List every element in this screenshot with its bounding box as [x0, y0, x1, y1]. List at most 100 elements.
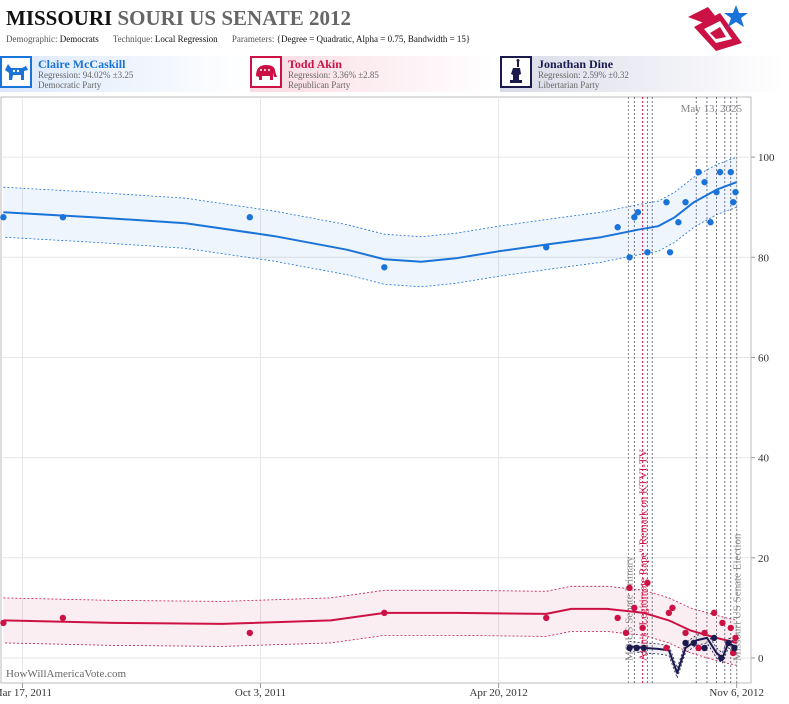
y-tick-label: 80: [758, 252, 770, 264]
band-lower-bound: [3, 631, 737, 666]
poll-point: [701, 629, 708, 637]
poll-point: [626, 254, 633, 261]
candidate-name: Claire McCaskill: [38, 57, 126, 71]
y-tick-label: 0: [758, 653, 764, 665]
site-logo-icon: [688, 5, 748, 51]
poll-point: [727, 624, 734, 632]
header: MISSOURI SOURI US SENATE 2012 Demographi…: [0, 0, 789, 56]
y-tick-label: 60: [758, 352, 770, 364]
parameters-value: {Degree = Quadratic, Alpha = 0.75, Bandw…: [276, 34, 471, 44]
band-lower-bound: [629, 642, 737, 680]
candidate-card-mccaskill: Claire McCaskill Regression: 94.02% ±3.2…: [0, 56, 244, 92]
poll-point: [719, 619, 726, 627]
candidate-card-akin: Todd Akin Regression: 3.36% ±2.85 Republ…: [250, 56, 494, 92]
trend-line: [3, 607, 737, 644]
poll-point: [644, 249, 651, 256]
poll-point: [626, 584, 633, 592]
poll-point: [663, 644, 670, 652]
poll-point: [631, 214, 638, 221]
poll-point: [682, 629, 689, 637]
x-axis-ticks: Mar 17, 2011 Oct 3, 2011 Apr 20, 2012 Nov 6…: [0, 683, 764, 699]
candidate-name: Todd Akin: [288, 57, 342, 71]
poll-point: [690, 639, 698, 647]
x-tick-label: Mar 17, 2011: [0, 687, 52, 699]
poll-point: [543, 244, 550, 251]
title-race: SOURI US SENATE 2012: [117, 6, 352, 30]
poll-point: [727, 168, 734, 176]
candidate-regression: Regression: 94.02% ±3.25: [38, 70, 134, 80]
poll-point: [59, 614, 67, 622]
poll-point: [644, 579, 651, 587]
poll-point: [666, 249, 674, 256]
liberty-statue-icon: [500, 56, 532, 88]
poll-point: [710, 609, 718, 617]
poll-point: [675, 219, 682, 226]
poll-point: [669, 604, 676, 612]
poll-point: [663, 198, 670, 206]
poll-point: [0, 214, 7, 221]
band-lower-bound: [3, 206, 737, 288]
trend-lines: [3, 181, 738, 674]
demographic-value: Democrats: [59, 34, 99, 44]
poll-point: [710, 634, 718, 642]
poll-point: [246, 214, 254, 221]
donkey-icon: [0, 56, 32, 88]
parameters-label: Parameters:: [231, 34, 275, 44]
poll-points: [0, 168, 739, 662]
demographic-label: Demographic:: [6, 34, 58, 44]
poll-point: [731, 644, 738, 652]
poll-point: [701, 644, 708, 652]
x-tick-label: Nov 6, 2012: [709, 687, 764, 699]
annotation-label: Missouri US Senate Election: [732, 533, 744, 661]
polling-chart: MO US Senate Primary Akin's "Legitimate R…: [0, 96, 775, 699]
poll-point: [640, 644, 648, 652]
poll-point: [614, 224, 621, 231]
poll-point: [631, 604, 638, 612]
poll-point: [716, 168, 724, 176]
technique-label: Technique:: [112, 34, 153, 44]
y-tick-label: 40: [758, 453, 770, 465]
poll-point: [718, 654, 725, 662]
poll-point: [543, 614, 550, 622]
trend-line: [3, 181, 738, 263]
candidate-regression: Regression: 3.36% ±2.85: [288, 70, 379, 80]
title-state: MISSOURI: [6, 6, 113, 30]
poll-point: [381, 264, 388, 271]
poll-point: [707, 219, 714, 226]
band-upper-bound: [629, 632, 737, 670]
elephant-icon: [250, 56, 282, 88]
candidate-party: Republican Party: [288, 80, 351, 90]
y-tick-label: 100: [758, 152, 775, 164]
poll-point: [639, 624, 646, 632]
confidence-band: [3, 157, 737, 287]
y-axis-ticks: 0 20 40 60 80 100: [751, 152, 775, 665]
poll-point: [713, 188, 720, 196]
y-tick-label: 20: [758, 553, 770, 565]
poll-point: [665, 609, 673, 617]
poll-point: [633, 644, 640, 652]
candidate-regression: Regression: 2.59% ±0.32: [538, 70, 629, 80]
poll-point: [626, 644, 633, 652]
band-upper-bound: [3, 156, 737, 238]
poll-point: [732, 188, 739, 196]
poll-point: [634, 208, 642, 216]
poll-point: [729, 198, 737, 206]
poll-point: [682, 639, 689, 647]
poll-point: [695, 644, 702, 652]
poll-point: [732, 634, 739, 642]
poll-point: [622, 629, 630, 637]
annotation-lines: MO US Senate Primary Akin's "Legitimate R…: [623, 97, 744, 683]
poll-point: [614, 614, 621, 622]
poll-point: [381, 609, 388, 617]
date-label: May 13, 2025: [681, 103, 743, 115]
poll-point: [701, 178, 708, 186]
band-upper-bound: [3, 585, 737, 621]
poll-point: [695, 168, 702, 176]
candidate-card-dine: Jonathan Dine Regression: 2.59% ±0.32 Li…: [500, 56, 784, 92]
candidate-party: Democratic Party: [38, 80, 102, 90]
x-tick-label: Oct 3, 2011: [235, 687, 286, 699]
poll-point: [0, 619, 7, 627]
annotation-label: Akin's "Legitimate Rape" Remark on KTVI-…: [638, 449, 650, 661]
poll-point: [682, 198, 689, 206]
poll-point: [59, 214, 67, 221]
